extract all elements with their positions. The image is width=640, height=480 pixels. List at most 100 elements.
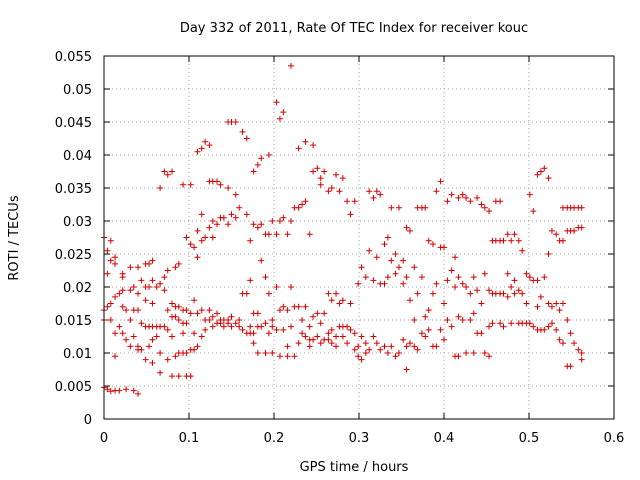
data-point: [239, 326, 246, 333]
data-point: [411, 317, 418, 323]
data-point: [157, 185, 164, 191]
data-point: [395, 264, 402, 271]
data-point: [123, 386, 130, 393]
data-point: [448, 323, 455, 330]
data-point: [142, 297, 149, 304]
data-point: [107, 257, 114, 264]
data-point: [112, 260, 119, 267]
data-point: [526, 320, 533, 327]
data-point: [508, 237, 515, 244]
data-point: [306, 323, 313, 330]
x-tick-label: 0.5: [519, 431, 540, 446]
data-point: [571, 340, 578, 347]
data-point: [474, 287, 481, 294]
x-tick-labels: 0 0.1 0.2 0.3 0.4 0.5 0.6: [100, 431, 624, 446]
data-point: [198, 307, 205, 314]
data-point: [336, 300, 343, 307]
data-point: [191, 244, 198, 251]
data-point: [400, 336, 407, 343]
data-point: [127, 317, 134, 323]
data-point: [541, 326, 548, 333]
data-point: [302, 303, 309, 310]
data-point: [321, 168, 328, 175]
data-point: [486, 353, 493, 360]
data-point: [362, 340, 369, 347]
data-point: [463, 194, 470, 201]
y-tick-label: 0.03: [63, 215, 92, 230]
data-point: [455, 274, 462, 281]
data-point: [273, 326, 280, 333]
data-point: [236, 317, 243, 323]
y-tick-label: 0.055: [55, 50, 92, 65]
data-point: [302, 138, 309, 145]
data-point: [175, 303, 182, 310]
data-point: [448, 191, 455, 198]
data-point: [515, 237, 522, 244]
data-point: [138, 277, 145, 284]
data-point: [444, 277, 451, 284]
data-points: [101, 62, 585, 397]
data-point: [433, 280, 440, 287]
data-point: [291, 353, 298, 360]
data-point: [104, 303, 111, 310]
data-point: [288, 284, 294, 290]
data-point: [112, 293, 119, 300]
data-point: [355, 280, 362, 287]
data-point: [497, 198, 504, 205]
data-point: [302, 333, 309, 340]
data-point: [183, 350, 190, 356]
data-point: [214, 221, 221, 228]
data-point: [444, 317, 451, 323]
data-point: [317, 340, 324, 347]
data-point: [232, 191, 239, 198]
data-point: [486, 287, 493, 294]
data-point: [388, 257, 395, 264]
data-point: [388, 204, 395, 211]
data-point: [534, 303, 541, 310]
data-point: [273, 99, 280, 106]
x-tick-label: 0.3: [349, 431, 370, 446]
data-point: [202, 326, 209, 333]
data-point: [467, 317, 474, 323]
data-point: [403, 366, 410, 373]
data-point: [347, 326, 354, 333]
data-point: [575, 346, 582, 353]
data-point: [414, 346, 421, 353]
data-point: [437, 178, 444, 185]
data-point: [478, 300, 485, 307]
data-point: [429, 241, 436, 248]
data-point: [269, 323, 276, 330]
y-tick-labels: 0 0.005 0.01 0.015 0.02 0.025 0.03 0.035 0.04 0.0…: [55, 50, 92, 428]
data-point: [519, 290, 526, 297]
data-point: [556, 307, 563, 314]
data-point: [392, 270, 399, 277]
data-point: [571, 227, 578, 234]
data-point: [519, 247, 526, 254]
data-point: [228, 211, 235, 218]
data-point: [288, 323, 294, 330]
data-point: [395, 204, 402, 211]
data-point: [325, 336, 332, 343]
data-point: [328, 326, 335, 333]
data-point: [459, 191, 466, 198]
data-point: [362, 350, 369, 356]
data-point: [149, 336, 156, 343]
data-point: [556, 336, 563, 343]
data-point: [504, 231, 511, 238]
x-tick-label: 0.1: [179, 431, 200, 446]
data-point: [295, 303, 302, 310]
data-point: [362, 274, 369, 281]
data-point: [422, 313, 429, 320]
data-point: [508, 320, 515, 327]
data-point: [217, 181, 224, 188]
data-point: [339, 297, 346, 304]
data-point: [104, 247, 111, 254]
data-point: [206, 224, 213, 231]
data-point: [104, 386, 111, 393]
data-point: [225, 221, 232, 228]
data-point: [534, 171, 541, 178]
data-point: [463, 350, 470, 356]
data-point: [411, 264, 418, 271]
data-point: [107, 317, 114, 323]
data-point: [407, 227, 413, 234]
